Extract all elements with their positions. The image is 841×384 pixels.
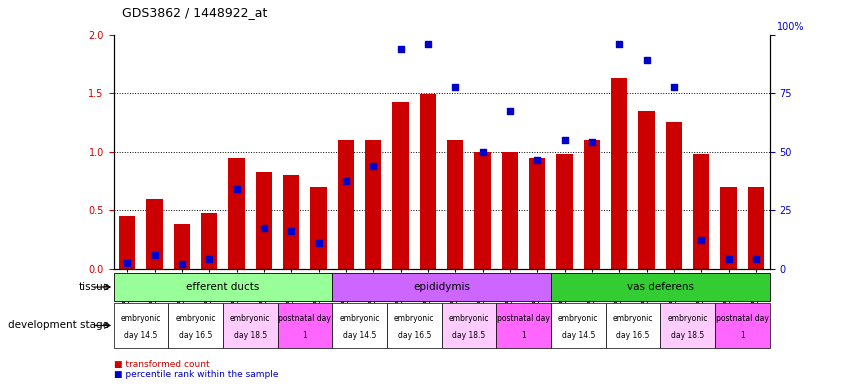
Bar (146, 199, 162, 269)
Point (312, 240, 325, 246)
Text: GDS3862 / 1448922_at: GDS3862 / 1448922_at (122, 6, 267, 19)
Bar (392, 103, 409, 269)
Bar (201, 213, 217, 269)
Point (367, 163, 380, 169)
Point (476, 149, 489, 155)
Text: postnatal day: postnatal day (278, 314, 331, 323)
Text: embryonic: embryonic (394, 314, 435, 323)
Bar (557, 154, 573, 269)
Text: day 18.5: day 18.5 (234, 331, 267, 340)
Bar (501, 152, 518, 269)
Text: 100%: 100% (777, 22, 805, 32)
Bar (332, 303, 387, 348)
Point (695, 237, 708, 243)
Bar (283, 175, 299, 269)
Bar (447, 140, 463, 269)
Point (585, 139, 599, 146)
Bar (496, 303, 551, 348)
Bar (256, 172, 272, 269)
Bar (638, 111, 654, 269)
Bar (310, 187, 326, 269)
Point (175, 261, 188, 267)
Point (612, 41, 626, 47)
Point (640, 57, 653, 63)
Text: embryonic: embryonic (558, 314, 599, 323)
Bar (551, 273, 770, 301)
Text: 1: 1 (303, 331, 307, 340)
Text: day 18.5: day 18.5 (671, 331, 704, 340)
Bar (420, 94, 436, 269)
Bar (365, 140, 381, 269)
Point (284, 228, 298, 234)
Text: day 16.5: day 16.5 (616, 331, 649, 340)
Text: embryonic: embryonic (612, 314, 653, 323)
Bar (168, 303, 223, 348)
Text: 1: 1 (521, 331, 526, 340)
Point (749, 257, 763, 263)
Point (120, 260, 134, 266)
Bar (223, 303, 278, 348)
Point (230, 186, 243, 192)
Bar (332, 273, 551, 301)
Point (257, 225, 271, 231)
Text: ■ transformed count: ■ transformed count (114, 360, 209, 369)
Bar (529, 157, 545, 269)
Text: embryonic: embryonic (230, 314, 271, 323)
Text: embryonic: embryonic (175, 314, 216, 323)
Bar (693, 154, 709, 269)
Bar (474, 152, 490, 269)
Bar (606, 303, 660, 348)
Text: day 18.5: day 18.5 (452, 331, 485, 340)
Bar (114, 303, 168, 348)
Bar (387, 303, 442, 348)
Bar (611, 78, 627, 269)
Text: ■ percentile rank within the sample: ■ percentile rank within the sample (114, 370, 278, 379)
Bar (442, 303, 496, 348)
Bar (278, 303, 332, 348)
Text: postnatal day: postnatal day (716, 314, 769, 323)
Text: efferent ducts: efferent ducts (186, 282, 260, 292)
Text: day 16.5: day 16.5 (179, 331, 212, 340)
Text: development stage: development stage (8, 320, 109, 331)
Text: embryonic: embryonic (120, 314, 161, 323)
Bar (584, 140, 600, 269)
Text: vas deferens: vas deferens (627, 282, 694, 292)
Text: day 16.5: day 16.5 (398, 331, 431, 340)
Bar (715, 303, 770, 348)
Text: 1: 1 (740, 331, 744, 340)
Bar (720, 187, 737, 269)
Point (503, 108, 516, 114)
Text: embryonic: embryonic (448, 314, 489, 323)
Text: day 14.5: day 14.5 (562, 331, 595, 340)
Point (203, 257, 216, 263)
Point (722, 257, 735, 263)
Bar (660, 303, 715, 348)
Bar (338, 140, 354, 269)
Point (531, 157, 544, 163)
Bar (665, 122, 682, 269)
Text: day 14.5: day 14.5 (343, 331, 376, 340)
Point (394, 46, 407, 52)
Point (421, 41, 435, 47)
Bar (119, 216, 135, 269)
Bar (551, 303, 606, 348)
Point (448, 84, 462, 90)
Text: embryonic: embryonic (667, 314, 708, 323)
Text: tissue: tissue (78, 282, 109, 292)
Text: epididymis: epididymis (413, 282, 470, 292)
Bar (173, 224, 190, 269)
Bar (228, 157, 245, 269)
Point (558, 137, 571, 143)
Text: day 14.5: day 14.5 (124, 331, 157, 340)
Text: embryonic: embryonic (339, 314, 380, 323)
Point (667, 84, 680, 90)
Bar (114, 273, 332, 301)
Bar (748, 187, 764, 269)
Text: postnatal day: postnatal day (497, 314, 550, 323)
Point (148, 252, 161, 258)
Point (339, 178, 352, 184)
